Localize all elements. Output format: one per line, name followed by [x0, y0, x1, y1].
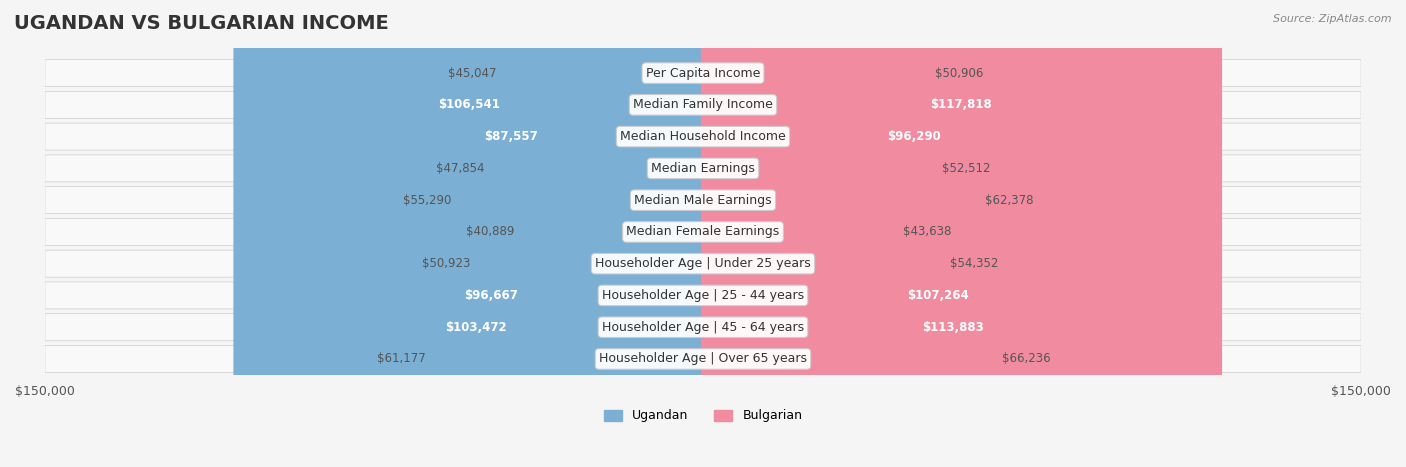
- Text: Source: ZipAtlas.com: Source: ZipAtlas.com: [1274, 14, 1392, 24]
- FancyBboxPatch shape: [700, 0, 897, 467]
- FancyBboxPatch shape: [233, 0, 706, 467]
- FancyBboxPatch shape: [700, 0, 928, 467]
- Text: $47,854: $47,854: [436, 162, 484, 175]
- FancyBboxPatch shape: [700, 0, 935, 467]
- Text: $45,047: $45,047: [449, 67, 496, 79]
- Text: Median Female Earnings: Median Female Earnings: [627, 226, 779, 239]
- Text: $54,352: $54,352: [950, 257, 998, 270]
- FancyBboxPatch shape: [45, 219, 1361, 246]
- Text: $62,378: $62,378: [986, 194, 1033, 207]
- Text: $96,667: $96,667: [464, 289, 517, 302]
- Text: Householder Age | 25 - 44 years: Householder Age | 25 - 44 years: [602, 289, 804, 302]
- Text: Householder Age | Under 25 years: Householder Age | Under 25 years: [595, 257, 811, 270]
- Text: $52,512: $52,512: [942, 162, 991, 175]
- Text: $87,557: $87,557: [484, 130, 538, 143]
- FancyBboxPatch shape: [45, 282, 1361, 309]
- Text: $96,290: $96,290: [887, 130, 941, 143]
- Text: $55,290: $55,290: [404, 194, 451, 207]
- FancyBboxPatch shape: [45, 187, 1361, 213]
- FancyBboxPatch shape: [45, 155, 1361, 182]
- Text: $50,906: $50,906: [935, 67, 983, 79]
- Text: $66,236: $66,236: [1002, 353, 1050, 366]
- Text: $107,264: $107,264: [907, 289, 969, 302]
- FancyBboxPatch shape: [458, 0, 706, 467]
- Text: $43,638: $43,638: [903, 226, 952, 239]
- Legend: Ugandan, Bulgarian: Ugandan, Bulgarian: [599, 404, 807, 427]
- FancyBboxPatch shape: [700, 0, 1205, 467]
- Text: Median Male Earnings: Median Male Earnings: [634, 194, 772, 207]
- FancyBboxPatch shape: [247, 0, 706, 467]
- Text: Per Capita Income: Per Capita Income: [645, 67, 761, 79]
- Text: Householder Age | Over 65 years: Householder Age | Over 65 years: [599, 353, 807, 366]
- Text: Householder Age | 45 - 64 years: Householder Age | 45 - 64 years: [602, 321, 804, 334]
- FancyBboxPatch shape: [433, 0, 706, 467]
- FancyBboxPatch shape: [277, 0, 706, 467]
- FancyBboxPatch shape: [700, 0, 1175, 467]
- FancyBboxPatch shape: [45, 314, 1361, 341]
- FancyBboxPatch shape: [316, 0, 706, 467]
- Text: $40,889: $40,889: [467, 226, 515, 239]
- FancyBboxPatch shape: [45, 92, 1361, 118]
- Text: $117,818: $117,818: [931, 99, 993, 111]
- FancyBboxPatch shape: [700, 0, 1222, 467]
- Text: $106,541: $106,541: [439, 99, 501, 111]
- FancyBboxPatch shape: [700, 0, 995, 467]
- Text: Median Family Income: Median Family Income: [633, 99, 773, 111]
- FancyBboxPatch shape: [478, 0, 706, 467]
- FancyBboxPatch shape: [45, 123, 1361, 150]
- FancyBboxPatch shape: [700, 0, 1128, 467]
- FancyBboxPatch shape: [700, 0, 979, 467]
- Text: $103,472: $103,472: [446, 321, 506, 334]
- Text: UGANDAN VS BULGARIAN INCOME: UGANDAN VS BULGARIAN INCOME: [14, 14, 389, 33]
- FancyBboxPatch shape: [700, 0, 943, 467]
- FancyBboxPatch shape: [45, 250, 1361, 277]
- Text: Median Earnings: Median Earnings: [651, 162, 755, 175]
- FancyBboxPatch shape: [45, 346, 1361, 373]
- Text: $61,177: $61,177: [377, 353, 426, 366]
- FancyBboxPatch shape: [491, 0, 706, 467]
- Text: $50,923: $50,923: [422, 257, 471, 270]
- FancyBboxPatch shape: [522, 0, 706, 467]
- Text: Median Household Income: Median Household Income: [620, 130, 786, 143]
- Text: $113,883: $113,883: [922, 321, 984, 334]
- FancyBboxPatch shape: [503, 0, 706, 467]
- FancyBboxPatch shape: [45, 60, 1361, 86]
